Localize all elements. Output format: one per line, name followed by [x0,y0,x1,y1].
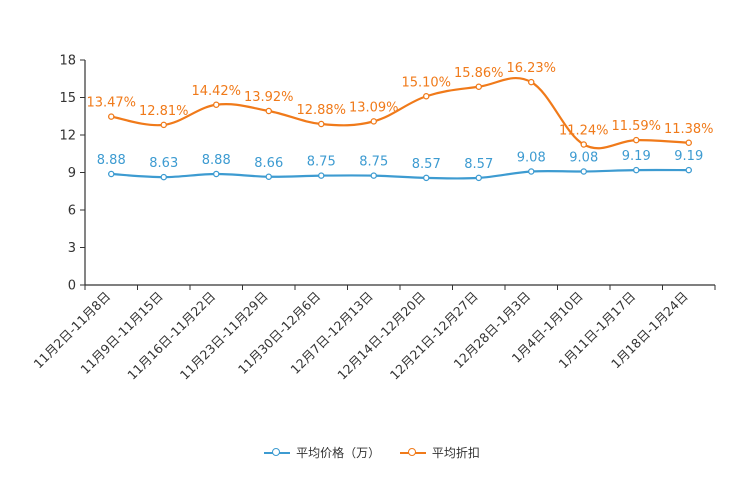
legend-swatch-avg-discount [399,447,426,459]
legend-label-avg-discount: 平均折扣 [431,446,480,460]
data-label: 11.59% [611,119,661,134]
data-point [160,121,167,129]
data-label: 15.86% [454,66,504,81]
data-point [422,93,430,100]
data-point [580,141,588,148]
x-tick-label: 12月14日-12月20日 [334,289,428,383]
data-label: 13.09% [349,100,399,115]
data-label: 13.47% [86,96,136,111]
data-point [160,173,167,181]
data-point [108,170,115,178]
y-tick-label: 0 [68,279,76,294]
data-point [265,173,272,180]
data-label: 9.08 [517,151,546,166]
y-tick-label: 18 [59,54,76,69]
data-label: 8.57 [412,157,441,172]
data-label: 9.08 [569,151,598,166]
data-label: 12.88% [296,103,346,118]
data-point [633,136,640,144]
data-label: 9.19 [622,149,651,164]
data-point [475,174,482,182]
x-tick-label: 11月16日-11月22日 [124,289,218,383]
data-label: 8.88 [97,153,126,168]
data-label: 8.63 [149,156,178,171]
x-tick-label: 12月21日-12月27日 [387,289,481,383]
data-point [633,166,640,174]
data-label: 16.23% [506,61,556,76]
data-label: 11.24% [559,124,609,139]
legend-label-avg-price: 平均价格（万） [296,446,381,460]
y-tick-label: 3 [68,241,76,256]
data-point [212,101,220,109]
data-point [528,168,535,175]
data-point [265,107,272,115]
y-tick-label: 6 [68,204,76,219]
data-point [422,174,430,182]
data-label: 11.38% [664,122,714,137]
series-line-0 [111,168,689,180]
legend: 平均价格（万） 平均折扣 [0,444,744,462]
data-point [685,166,693,174]
data-label: 8.75 [307,155,336,170]
data-label: 14.42% [191,84,241,99]
data-point [528,78,535,86]
legend-item-avg-discount[interactable]: 平均折扣 [399,444,480,461]
data-label: 15.10% [401,75,451,90]
data-label: 12.81% [139,104,189,119]
data-point [317,120,325,128]
data-point [317,172,325,179]
data-point [580,168,588,175]
data-label: 8.75 [359,155,388,170]
y-tick-label: 12 [59,129,76,144]
data-point [370,118,377,125]
legend-item-avg-price[interactable]: 平均价格（万） [264,444,380,461]
data-label: 8.66 [254,156,283,171]
data-point [475,83,482,91]
data-point [212,170,220,178]
y-tick-label: 9 [68,166,76,181]
data-point [685,139,693,146]
data-label: 8.57 [464,157,493,172]
data-point [108,113,115,120]
data-point [370,172,377,179]
x-tick-label: 11月23日-11月29日 [177,289,271,383]
data-label: 13.92% [244,90,294,105]
data-label: 9.19 [674,149,703,164]
data-label: 8.88 [202,153,231,168]
y-tick-label: 15 [59,91,76,106]
legend-swatch-avg-price [264,447,291,459]
